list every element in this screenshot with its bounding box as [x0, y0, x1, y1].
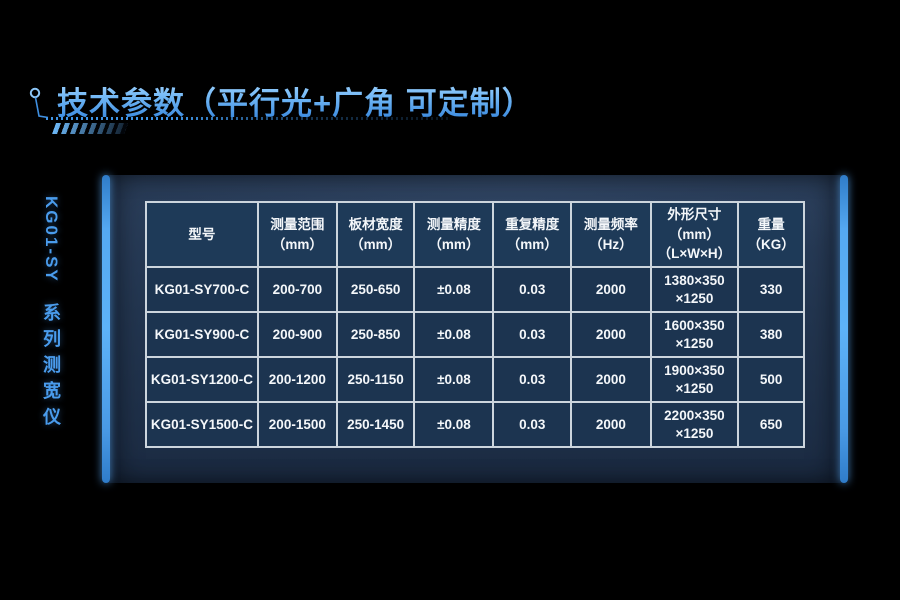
value-cell: ±0.08: [413, 266, 495, 313]
value-cell: 0.03: [492, 311, 573, 358]
value-cell: 2200×350 ×1250: [649, 401, 740, 448]
column-header: 测量频率 （Hz）: [570, 201, 652, 268]
value-cell: 200-700: [256, 266, 338, 313]
value-cell: 200-1500: [256, 401, 338, 448]
model-cell: KG01-SY1200-C: [145, 356, 259, 403]
table-row: KG01-SY1500-C 200-1500 250-1450 ±0.08 0.03 20…: [145, 401, 805, 448]
value-cell: 380: [737, 311, 805, 358]
column-header: 重复精度 （mm）: [492, 201, 573, 268]
value-cell: ±0.08: [413, 311, 495, 358]
column-header: 外形尺寸 （mm） （L×W×H）: [649, 201, 740, 268]
value-cell: 0.03: [492, 266, 573, 313]
value-cell: 2000: [570, 266, 652, 313]
model-cell: KG01-SY700-C: [145, 266, 259, 313]
column-header: 板材宽度 （mm）: [335, 201, 416, 268]
series-model-text: KG01-SY: [42, 196, 61, 283]
value-cell: 330: [737, 266, 805, 313]
table-header-row: 型号 测量范围 （mm） 板材宽度 （mm） 测量精度 （mm） 重复精度 （mm） 测量…: [145, 201, 805, 268]
column-header: 测量精度 （mm）: [413, 201, 495, 268]
value-cell: 650: [737, 401, 805, 448]
title-dotted-underline: [46, 117, 448, 120]
value-cell: 200-900: [256, 311, 338, 358]
title-circle-connector-icon: [29, 87, 49, 119]
value-cell: ±0.08: [413, 401, 495, 448]
page-title: 技术参数（平行光+广角 可定制）: [57, 78, 534, 123]
title-slashes-icon: [51, 123, 129, 134]
model-cell: KG01-SY900-C: [145, 311, 259, 358]
value-cell: 250-850: [335, 311, 416, 358]
column-header: 测量范围 （mm）: [256, 201, 338, 268]
value-cell: 250-1450: [335, 401, 416, 448]
column-header: 型号: [145, 201, 259, 268]
column-header: 重量 （KG）: [737, 201, 805, 268]
value-cell: ±0.08: [413, 356, 495, 403]
table-row: KG01-SY700-C 200-700 250-650 ±0.08 0.03 2000 1…: [145, 266, 805, 313]
series-side-label: KG01-SY 系列测宽仪: [38, 196, 64, 458]
series-name-text: 系列测宽仪: [41, 303, 61, 434]
spec-panel: 型号 测量范围 （mm） 板材宽度 （mm） 测量精度 （mm） 重复精度 （mm） 测量…: [102, 175, 848, 483]
value-cell: 2000: [570, 401, 652, 448]
value-cell: 1900×350 ×1250: [649, 356, 740, 403]
model-cell: KG01-SY1500-C: [145, 401, 259, 448]
panel-left-stripe-icon: [102, 175, 110, 483]
value-cell: 1380×350 ×1250: [649, 266, 740, 313]
value-cell: 1600×350 ×1250: [649, 311, 740, 358]
table-row: KG01-SY1200-C 200-1200 250-1150 ±0.08 0.03 20…: [145, 356, 805, 403]
value-cell: 200-1200: [256, 356, 338, 403]
value-cell: 0.03: [492, 401, 573, 448]
panel-right-stripe-icon: [840, 175, 848, 483]
value-cell: 250-1150: [335, 356, 416, 403]
table-row: KG01-SY900-C 200-900 250-850 ±0.08 0.03 2000 1…: [145, 311, 805, 358]
value-cell: 2000: [570, 311, 652, 358]
value-cell: 2000: [570, 356, 652, 403]
spec-table: 型号 测量范围 （mm） 板材宽度 （mm） 测量精度 （mm） 重复精度 （mm） 测量…: [145, 201, 805, 448]
value-cell: 500: [737, 356, 805, 403]
value-cell: 0.03: [492, 356, 573, 403]
value-cell: 250-650: [335, 266, 416, 313]
